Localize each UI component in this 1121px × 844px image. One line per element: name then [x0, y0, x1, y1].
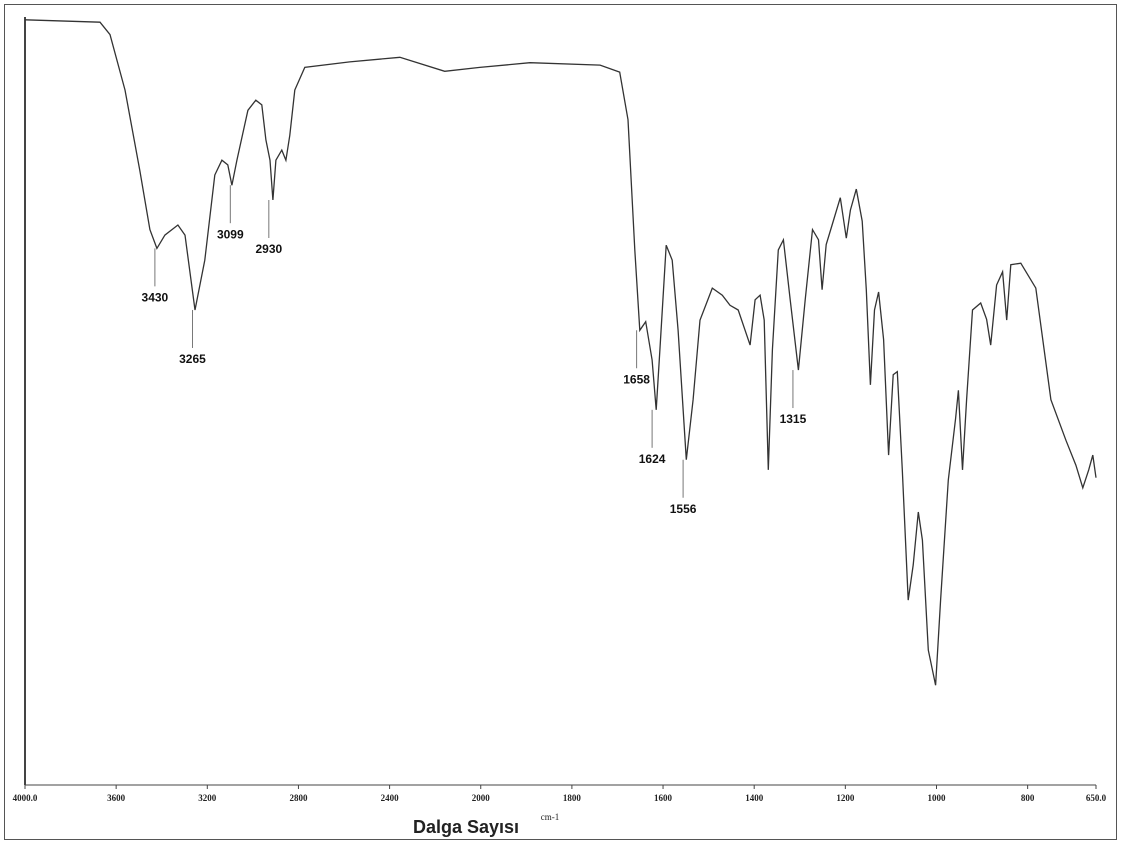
- annotation-label: 1658: [623, 372, 650, 386]
- x-tick-label: 2000: [472, 793, 491, 803]
- x-tick-label: 1200: [836, 793, 855, 803]
- x-tick-label: 3600: [107, 793, 126, 803]
- spectrum-line: [24, 19, 1097, 686]
- frame: [4, 4, 1117, 840]
- annotation-label: 3265: [179, 352, 206, 366]
- x-tick-label: 2400: [381, 793, 400, 803]
- annotation-label: 3430: [142, 291, 169, 305]
- x-tick-label: 1000: [927, 793, 946, 803]
- x-tick-label: 1400: [745, 793, 764, 803]
- x-tick-label: 3200: [198, 793, 217, 803]
- annotation-label: 1315: [780, 412, 807, 426]
- x-tick-label: 1600: [654, 793, 673, 803]
- annotation-label: 1624: [639, 452, 666, 466]
- annotation-label: 1556: [670, 502, 697, 516]
- x-tick-label: 800: [1021, 793, 1035, 803]
- annotation-label: 2930: [255, 242, 282, 256]
- x-tick-label: 1800: [563, 793, 582, 803]
- x-axis-unit: cm-1: [541, 812, 560, 822]
- x-tick-label: 650.0: [1086, 793, 1107, 803]
- x-axis-label: Dalga Sayısı: [413, 817, 519, 837]
- annotation-label: 3099: [217, 227, 244, 241]
- x-tick-label: 4000.0: [13, 793, 38, 803]
- x-tick-label: 2800: [289, 793, 308, 803]
